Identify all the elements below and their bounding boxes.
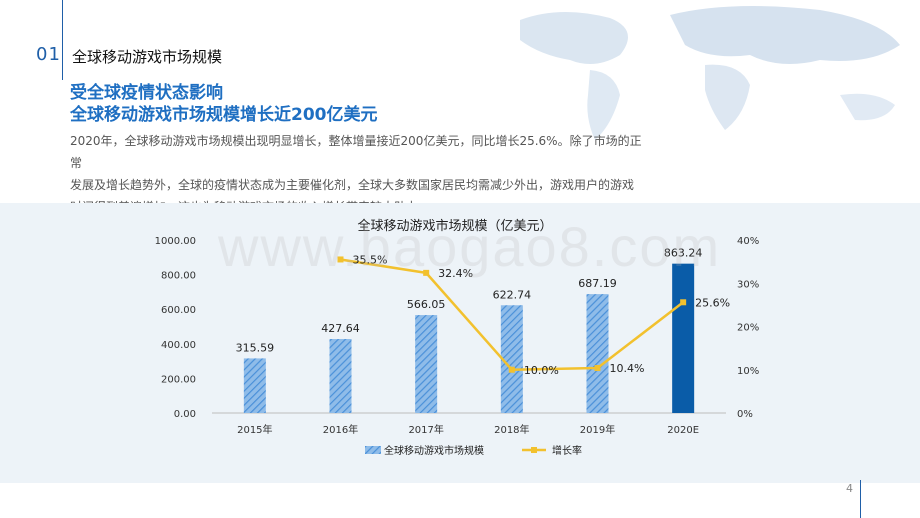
page-number: 4 (846, 482, 853, 495)
x-tick-label: 2016年 (323, 423, 358, 436)
body-line-1: 2020年，全球移动游戏市场规模出现明显增长，整体增量接近200亿美元，同比增长… (70, 134, 642, 170)
headline: 受全球疫情状态影响 全球移动游戏市场规模增长近200亿美元 (70, 82, 378, 126)
bar-data-label: 427.64 (321, 322, 360, 335)
bar (243, 358, 266, 413)
bar-data-label: 566.05 (407, 298, 446, 311)
growth-rate-label: 10.4% (610, 362, 645, 375)
growth-rate-marker (423, 269, 430, 276)
y-right-tick-label: 0% (737, 409, 753, 420)
section-title: 全球移动游戏市场规模 (72, 48, 223, 66)
growth-rate-label: 32.4% (438, 267, 473, 280)
chart-title: 全球移动游戏市场规模（亿美元） (357, 218, 552, 234)
watermark: www.baogao8.com (218, 215, 722, 278)
map-continent (520, 11, 628, 64)
headline-line-1: 受全球疫情状态影响 (70, 83, 223, 103)
growth-rate-marker (594, 365, 601, 372)
y-right-tick-label: 30% (737, 279, 759, 290)
bar-data-label: 687.19 (578, 277, 617, 290)
chart-panel (0, 203, 920, 483)
map-continent (840, 93, 895, 121)
map-continent (670, 6, 900, 64)
bottom-accent-line (860, 480, 861, 518)
bar (672, 263, 695, 413)
legend-bar-label: 全球移动游戏市场规模 (384, 444, 484, 457)
bar-data-label: 863.24 (664, 247, 703, 260)
growth-rate-label: 10.0% (524, 364, 559, 377)
map-continent (587, 70, 620, 140)
legend-bar-swatch (365, 446, 381, 454)
y-left-tick-label: 400.00 (161, 340, 196, 351)
bar (500, 305, 523, 413)
y-left-tick-label: 800.00 (161, 271, 196, 282)
bar (329, 339, 352, 413)
growth-rate-marker (337, 256, 344, 263)
bar-data-label: 622.74 (493, 288, 532, 301)
chart-axes: 2015年 2016年 2017年 2018年 2019年 2020E 0.00 200.00… (155, 236, 760, 436)
headline-line-2: 全球移动游戏市场规模增长近200亿美元 (70, 105, 378, 125)
x-tick-label: 2017年 (408, 423, 443, 436)
x-tick-label: 2020E (667, 425, 699, 436)
y-right-tick-label: 20% (737, 323, 759, 334)
x-tick-label: 2019年 (580, 423, 615, 436)
legend-line-label: 增长率 (552, 444, 582, 457)
y-left-tick-label: 600.00 (161, 305, 196, 316)
y-left-tick-label: 1000.00 (155, 236, 196, 247)
body-line-2: 发展及增长趋势外，全球的疫情状态成为主要催化剂，全球大多数国家居民均需减少外出，… (70, 178, 635, 192)
y-right-tick-label: 40% (737, 236, 759, 247)
bar (415, 315, 438, 413)
line-series: 35.5% 32.4% 10.0% 10.4% 25.6% (337, 253, 730, 377)
section-number: 01 (36, 44, 61, 65)
y-left-tick-label: 200.00 (161, 374, 196, 385)
x-tick-label: 2015年 (237, 423, 272, 436)
growth-rate-marker (508, 366, 515, 373)
chart-area: 全球移动游戏市场规模（亿美元） 2015年 2016年 2017年 2018年 2019… (155, 218, 760, 457)
bar (586, 294, 609, 413)
bar-data-label: 315.59 (236, 341, 275, 354)
world-map-image (520, 6, 900, 140)
x-tick-label: 2018年 (494, 423, 529, 436)
growth-rate-marker (680, 299, 687, 306)
map-continent (705, 64, 750, 130)
top-accent-line (62, 0, 63, 80)
bar-series: 315.59 427.64 566.05 622.74 687.19 863.24 (236, 247, 703, 413)
y-right-tick-label: 10% (737, 366, 759, 377)
legend-line-marker (531, 447, 537, 453)
y-left-tick-label: 0.00 (174, 409, 196, 420)
growth-rate-label: 35.5% (353, 253, 388, 266)
chart-legend: 全球移动游戏市场规模 增长率 (365, 444, 582, 457)
growth-rate-label: 25.6% (695, 296, 730, 309)
